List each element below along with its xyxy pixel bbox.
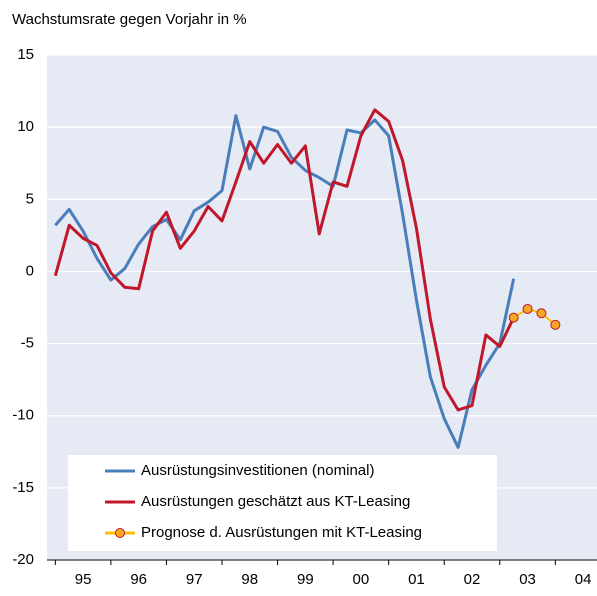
legend-label: Prognose d. Ausrüstungen mit KT-Leasing <box>141 524 422 541</box>
x-tick-label: 03 <box>519 571 536 588</box>
marker <box>550 319 561 330</box>
x-tick-label: 97 <box>186 571 203 588</box>
y-tick-label: -15 <box>12 479 34 496</box>
series-line <box>513 307 556 326</box>
marker <box>508 312 519 323</box>
x-tick-label: 98 <box>241 571 258 588</box>
chart-title: Wachstumsrate gegen Vorjahr in % <box>12 11 247 28</box>
y-tick-label: 5 <box>26 190 34 207</box>
x-tick-label: 00 <box>353 571 370 588</box>
y-tick-label: 0 <box>26 262 34 279</box>
x-tick-label: 95 <box>75 571 92 588</box>
y-tick-label: -10 <box>12 407 34 424</box>
x-tick-label: 01 <box>408 571 425 588</box>
marker <box>522 303 533 314</box>
legend-label: Ausrüstungsinvestitionen (nominal) <box>141 462 374 479</box>
series-line <box>54 114 516 449</box>
series-line <box>53 108 516 412</box>
marker <box>536 308 547 319</box>
x-tick-label: 96 <box>130 571 147 588</box>
y-tick-label: 15 <box>17 46 34 63</box>
legend-label: Ausrüstungen geschätzt aus KT-Leasing <box>141 493 410 510</box>
x-tick-label: 99 <box>297 571 314 588</box>
x-tick-label: 04 <box>575 571 592 588</box>
legend-marker <box>115 528 125 538</box>
y-tick-label: -20 <box>12 551 34 568</box>
x-tick-label: 02 <box>464 571 481 588</box>
y-tick-label: -5 <box>21 335 34 352</box>
y-tick-label: 10 <box>17 118 34 135</box>
legend-box <box>68 455 497 551</box>
